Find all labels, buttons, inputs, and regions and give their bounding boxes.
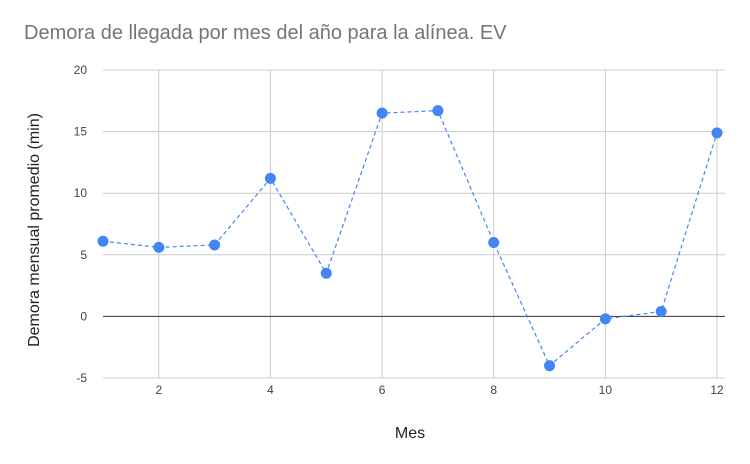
x-tick-label: 12	[710, 383, 724, 397]
data-point	[209, 239, 221, 251]
data-point	[488, 236, 500, 248]
data-point	[320, 267, 332, 279]
data-point	[599, 313, 611, 325]
series-layer	[97, 105, 723, 372]
data-point	[711, 127, 723, 139]
chart-title: Demora de llegada por mes del año para l…	[24, 22, 507, 44]
y-tick-label: 0	[80, 309, 87, 323]
y-tick-label: 10	[74, 186, 88, 200]
series-line	[102, 110, 718, 367]
data-point	[432, 105, 444, 117]
x-axis-title: Mes	[395, 425, 425, 442]
tick-labels: -5 0 5 10 15 20 2 4 6 8 10 12	[74, 63, 724, 397]
x-tick-label: 2	[155, 383, 162, 397]
data-point	[97, 235, 109, 247]
y-tick-label: -5	[76, 371, 87, 385]
x-tick-label: 10	[599, 383, 613, 397]
x-tick-label: 8	[490, 383, 497, 397]
y-axis-title: Demora mensual promedio (min)	[26, 113, 43, 347]
grid-lines	[103, 69, 725, 379]
data-point	[153, 241, 165, 253]
y-tick-label: 20	[74, 63, 88, 77]
data-point	[264, 172, 276, 184]
data-point	[544, 360, 556, 372]
data-point	[655, 305, 667, 317]
data-point	[376, 107, 388, 119]
x-tick-label: 4	[267, 383, 274, 397]
y-tick-label: 5	[80, 248, 87, 262]
x-tick-label: 6	[379, 383, 386, 397]
y-tick-label: 15	[74, 125, 88, 139]
